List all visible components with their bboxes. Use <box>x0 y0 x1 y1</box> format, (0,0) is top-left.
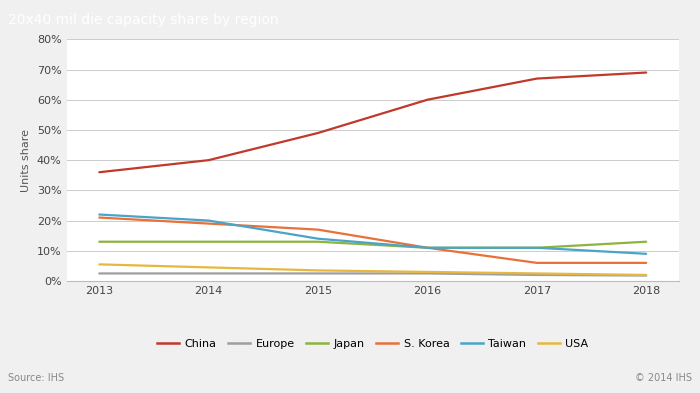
Y-axis label: Units share: Units share <box>21 129 32 192</box>
Text: Source: IHS: Source: IHS <box>8 373 64 383</box>
Legend: China, Europe, Japan, S. Korea, Taiwan, USA: China, Europe, Japan, S. Korea, Taiwan, … <box>153 335 593 354</box>
Text: © 2014 IHS: © 2014 IHS <box>635 373 692 383</box>
Text: 20x40 mil die capacity share by region: 20x40 mil die capacity share by region <box>8 13 279 27</box>
